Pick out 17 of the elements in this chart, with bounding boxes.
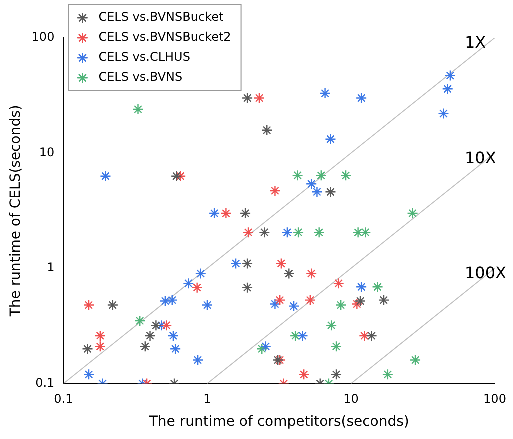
x-tick-label: 1 (204, 392, 212, 406)
y-tick-label: 100 (32, 30, 55, 44)
series-label: 10X (465, 148, 496, 168)
y-tick-label: 0.1 (36, 376, 55, 390)
x-tick-label: 10 (344, 392, 359, 406)
legend-label: CELS vs.BVNSBucket2 (98, 30, 232, 44)
legend-label: CELS vs.BVNSBucket (98, 10, 224, 24)
y-tick-label: 10 (39, 145, 55, 160)
x-tick-label: 100 (484, 392, 506, 406)
legend-label: CELS vs.CLHUS (98, 50, 190, 64)
series-label: 1X (465, 33, 486, 52)
legend-label: CELS vs.BVNS (98, 70, 183, 84)
x-tick-label: 0.1 (54, 392, 74, 406)
series-label: 100X (465, 264, 507, 283)
y-tick-label: 1 (47, 260, 55, 275)
y-axis-title: The runtime of CELS(seconds) (8, 105, 24, 318)
x-axis-title: The runtime of competitors(seconds) (148, 414, 410, 430)
